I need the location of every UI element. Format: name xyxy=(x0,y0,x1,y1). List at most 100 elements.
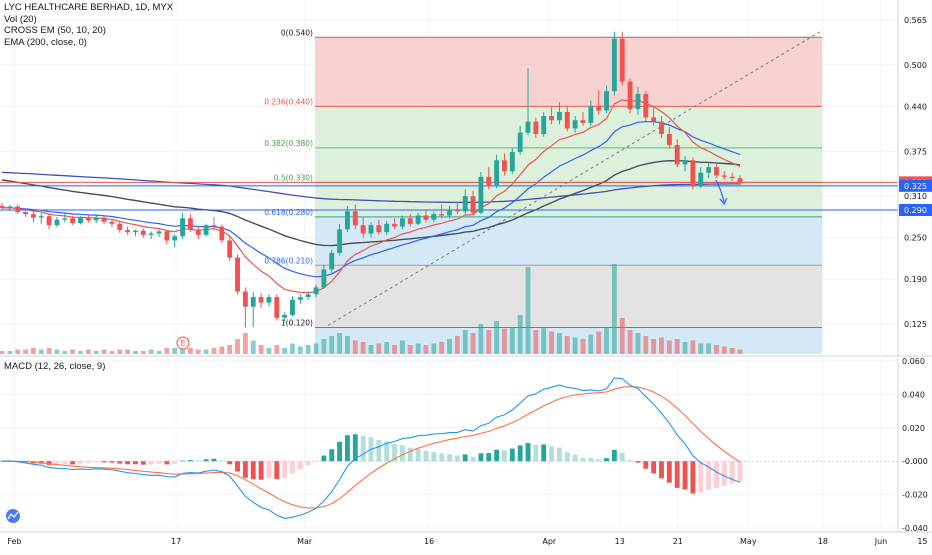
candle[interactable] xyxy=(297,294,303,304)
candle[interactable] xyxy=(399,215,405,230)
candle[interactable] xyxy=(549,106,555,125)
candle[interactable] xyxy=(439,204,445,219)
candle[interactable] xyxy=(78,216,83,225)
candle[interactable] xyxy=(674,139,680,168)
candle[interactable] xyxy=(729,172,735,181)
candle[interactable] xyxy=(211,216,217,230)
candle[interactable] xyxy=(187,214,193,233)
candle[interactable] xyxy=(423,210,429,223)
candle[interactable] xyxy=(384,221,390,235)
candle[interactable] xyxy=(219,224,225,244)
candle[interactable] xyxy=(572,116,578,133)
price-pane[interactable]: 0(0.540) 0.236(0.440) 0.382(0.380) 0.5(0.33… xyxy=(0,0,898,354)
macd-pane[interactable] xyxy=(0,358,898,530)
candle[interactable] xyxy=(556,102,562,125)
candle[interactable] xyxy=(164,230,170,245)
candle[interactable] xyxy=(30,210,36,223)
candle[interactable] xyxy=(596,89,602,115)
candle[interactable] xyxy=(392,218,397,230)
candle[interactable] xyxy=(619,31,625,86)
price-badge[interactable]: 0.290 xyxy=(899,204,932,216)
earnings-marker[interactable]: E xyxy=(176,336,190,350)
candle[interactable] xyxy=(462,189,468,215)
candle[interactable] xyxy=(454,201,460,215)
candle[interactable] xyxy=(525,68,531,136)
candle[interactable] xyxy=(611,31,617,96)
candle[interactable] xyxy=(666,127,672,148)
candle[interactable] xyxy=(313,284,319,298)
candle[interactable] xyxy=(109,218,115,228)
legend-ema200[interactable]: EMA (200, close, 0) xyxy=(4,36,87,48)
candle[interactable] xyxy=(415,212,421,226)
candle[interactable] xyxy=(564,106,570,132)
candle[interactable] xyxy=(494,154,500,188)
candle[interactable] xyxy=(46,213,52,230)
candle[interactable] xyxy=(258,292,264,309)
candle[interactable] xyxy=(203,223,209,237)
candle[interactable] xyxy=(125,226,131,235)
candle[interactable] xyxy=(517,125,523,155)
candle[interactable] xyxy=(509,147,515,175)
candle[interactable] xyxy=(714,164,719,179)
candle[interactable] xyxy=(337,223,343,256)
legend-volume[interactable]: Vol (20) xyxy=(4,13,37,25)
candle[interactable] xyxy=(227,236,233,262)
candle[interactable] xyxy=(23,208,28,217)
candle[interactable] xyxy=(195,226,201,240)
candle[interactable] xyxy=(588,100,594,126)
candle[interactable] xyxy=(7,205,13,212)
candle[interactable] xyxy=(659,116,664,139)
candle[interactable] xyxy=(133,229,138,237)
candle[interactable] xyxy=(721,171,727,180)
candle[interactable] xyxy=(698,167,704,188)
candle[interactable] xyxy=(502,153,507,176)
candle[interactable] xyxy=(447,205,452,219)
candle[interactable] xyxy=(604,85,609,114)
candle[interactable] xyxy=(70,215,76,226)
candle[interactable] xyxy=(172,234,178,248)
candle[interactable] xyxy=(627,78,633,114)
candle[interactable] xyxy=(470,190,476,216)
candle[interactable] xyxy=(242,287,248,328)
candle[interactable] xyxy=(321,265,327,289)
candle[interactable] xyxy=(431,211,437,223)
candle[interactable] xyxy=(290,296,295,317)
candle[interactable] xyxy=(54,216,60,228)
candle[interactable] xyxy=(643,91,649,122)
candle[interactable] xyxy=(101,214,107,224)
candle[interactable] xyxy=(651,107,657,126)
candle[interactable] xyxy=(533,117,539,139)
chart-title[interactable]: LYC HEALTHCARE BERHAD, 1D, MYX xyxy=(4,2,174,13)
candle[interactable] xyxy=(682,156,688,172)
tradingview-logo[interactable] xyxy=(6,509,20,523)
candle[interactable] xyxy=(580,111,586,126)
legend-cross-em[interactable]: CROSS EM (50, 10, 20) xyxy=(4,25,106,36)
candle[interactable] xyxy=(407,214,413,227)
candle[interactable] xyxy=(329,250,335,274)
price-badge[interactable]: 0.325 xyxy=(899,179,932,192)
candle[interactable] xyxy=(0,203,5,210)
candle[interactable] xyxy=(352,204,358,230)
candle[interactable] xyxy=(345,205,350,233)
candle[interactable] xyxy=(737,175,743,186)
candle[interactable] xyxy=(541,111,547,137)
candle[interactable] xyxy=(15,204,21,215)
candle[interactable] xyxy=(180,212,186,240)
candle[interactable] xyxy=(85,214,91,223)
candle[interactable] xyxy=(156,229,162,237)
candle[interactable] xyxy=(93,215,99,224)
candle[interactable] xyxy=(274,294,280,321)
candle[interactable] xyxy=(478,172,484,215)
macd-legend-label[interactable]: MACD (12, 26, close, 9) xyxy=(4,361,106,372)
candle[interactable] xyxy=(235,254,240,295)
candle[interactable] xyxy=(706,163,712,179)
candle[interactable] xyxy=(62,212,68,223)
candle[interactable] xyxy=(38,212,44,224)
candle[interactable] xyxy=(486,167,492,190)
candle[interactable] xyxy=(117,221,123,233)
candle[interactable] xyxy=(635,87,641,115)
candle[interactable] xyxy=(690,157,696,190)
candle[interactable] xyxy=(266,294,272,307)
candle[interactable] xyxy=(250,291,256,328)
candle[interactable] xyxy=(148,231,154,240)
